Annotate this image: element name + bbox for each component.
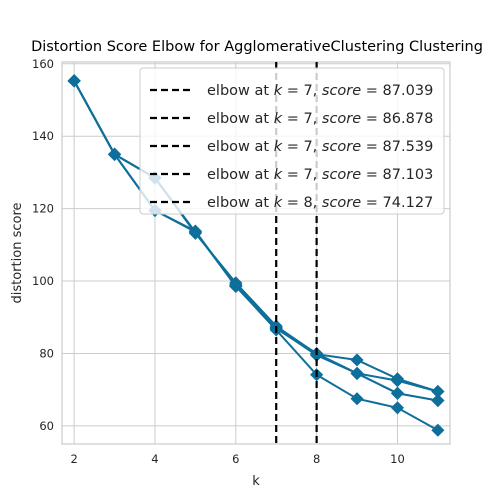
y-tick-label: 140	[32, 129, 54, 143]
legend-entry: elbow at k = 7, score = 87.039	[207, 83, 433, 99]
x-tick-label: 4	[151, 452, 158, 466]
data-point-marker	[431, 384, 445, 399]
data-point-marker	[390, 401, 405, 415]
data-point-marker	[350, 353, 364, 367]
y-tick-label: 80	[39, 346, 54, 360]
legend-entry: elbow at k = 8, score = 74.127	[207, 195, 433, 211]
data-point-marker	[431, 423, 445, 437]
data-point-marker	[390, 386, 405, 400]
data-point-marker	[350, 366, 364, 380]
x-axis-label: k	[252, 474, 260, 489]
y-tick-label: 160	[32, 57, 54, 71]
y-tick-label: 100	[32, 274, 54, 288]
y-tick-label: 60	[39, 419, 54, 433]
series-line	[73, 80, 439, 432]
x-tick-label: 2	[70, 452, 77, 466]
y-tick-label: 120	[32, 202, 54, 216]
x-tick-label: 6	[232, 452, 239, 466]
data-point-marker	[67, 74, 81, 88]
y-axis-label: distortion score	[10, 203, 25, 304]
data-point-marker	[188, 225, 202, 239]
data-point-marker	[229, 279, 243, 293]
axis-ticks: 2 4 6 8 10 60 80 100 120 140 160	[32, 57, 405, 466]
plot-area	[61, 61, 451, 445]
data-point-marker	[107, 147, 122, 161]
legend-box	[139, 67, 445, 215]
data-point-marker	[390, 374, 405, 388]
elbow-lines	[275, 62, 318, 444]
data-point-marker	[350, 392, 364, 406]
legend-entry: elbow at k = 7, score = 87.539	[207, 139, 433, 155]
x-tick-label: 8	[313, 452, 320, 466]
legend-entry: elbow at k = 7, score = 86.878	[207, 111, 433, 127]
legend: elbow at k = 7, score = 87.039 elbow at k…	[139, 67, 445, 215]
legend-entry: elbow at k = 7, score = 87.103	[207, 167, 433, 183]
chart-title: Distortion Score Elbow for Agglomerative…	[31, 39, 483, 55]
data-point-marker	[431, 393, 445, 408]
x-tick-label: 10	[390, 452, 405, 466]
